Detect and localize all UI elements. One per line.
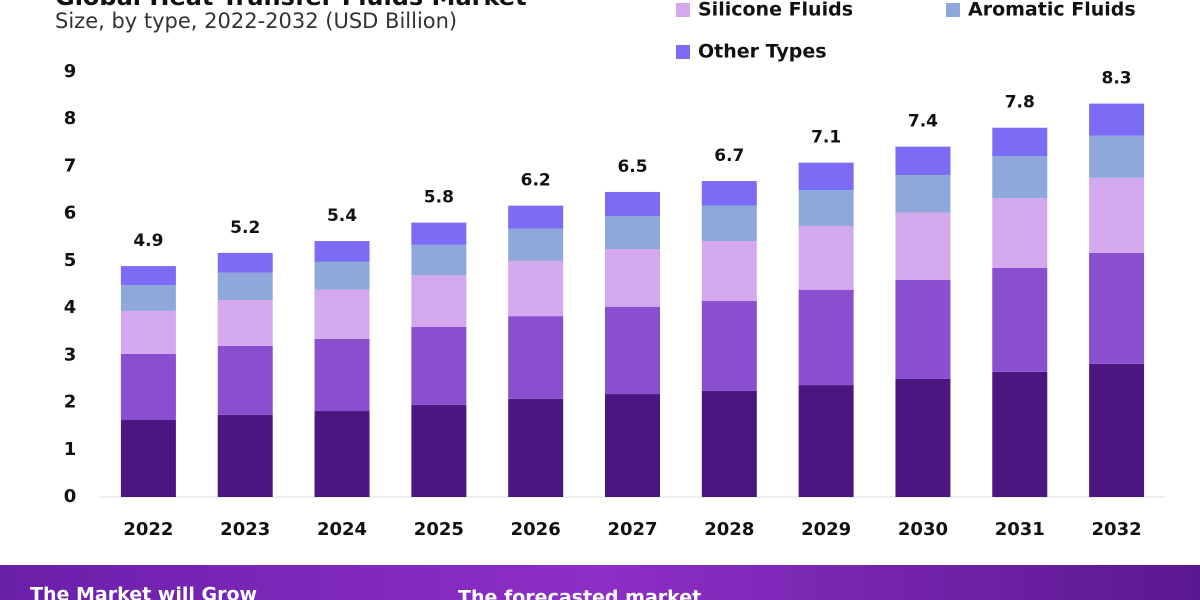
y-tick-label: 2 bbox=[64, 392, 77, 413]
legend-swatch bbox=[676, 45, 690, 59]
banner-text: The Market will Grow bbox=[30, 584, 257, 600]
bar-segment bbox=[217, 252, 273, 273]
y-tick-label: 8 bbox=[64, 108, 77, 129]
bar-segment bbox=[411, 275, 467, 327]
x-tick-label: 2024 bbox=[317, 519, 367, 540]
bar-segment bbox=[1089, 135, 1145, 178]
bar-segment bbox=[120, 353, 176, 421]
bar-segment bbox=[411, 404, 467, 497]
banner bbox=[0, 565, 1200, 600]
bar-segment bbox=[1089, 177, 1145, 253]
bar-segment bbox=[508, 260, 564, 317]
x-tick-label: 2026 bbox=[511, 519, 561, 540]
bar-segment bbox=[798, 225, 854, 290]
bar-segment bbox=[992, 267, 1048, 372]
bar-total-label: 7.8 bbox=[1005, 93, 1035, 113]
legend-swatch bbox=[676, 3, 690, 17]
bar-segment bbox=[411, 244, 467, 276]
bar-segment bbox=[508, 398, 564, 497]
bar-segment bbox=[217, 414, 273, 497]
bar-segment bbox=[314, 261, 370, 290]
chart-subtitle: Size, by type, 2022-2032 (USD Billion) bbox=[55, 9, 457, 33]
bar-segment bbox=[217, 300, 273, 346]
bar-total-label: 5.8 bbox=[424, 188, 454, 208]
bar-segment bbox=[605, 249, 660, 307]
bar-segment bbox=[508, 205, 564, 229]
bar-segment bbox=[895, 212, 951, 280]
bar-segment bbox=[217, 345, 273, 415]
bar-segment bbox=[120, 284, 176, 311]
bar-segment bbox=[895, 146, 951, 175]
y-tick-label: 6 bbox=[64, 203, 77, 224]
legend-swatch bbox=[946, 3, 960, 17]
bar-segment bbox=[992, 371, 1048, 497]
bar-segment bbox=[605, 306, 660, 395]
bar-segment bbox=[798, 190, 854, 226]
bar-total-label: 7.4 bbox=[908, 112, 938, 132]
bar-segment bbox=[701, 241, 757, 302]
y-tick-label: 7 bbox=[64, 155, 77, 176]
y-tick-label: 3 bbox=[64, 344, 77, 365]
x-tick-label: 2025 bbox=[414, 519, 464, 540]
bar-segment bbox=[605, 191, 660, 217]
bar-segment bbox=[701, 390, 757, 497]
bar-total-label: 8.3 bbox=[1102, 69, 1132, 89]
bar-segment bbox=[701, 301, 757, 391]
bar-segment bbox=[314, 411, 370, 497]
x-tick-label: 2022 bbox=[123, 519, 173, 540]
bar-segment bbox=[701, 205, 757, 242]
y-tick-label: 4 bbox=[64, 297, 77, 318]
bar-segment bbox=[314, 338, 370, 412]
bar-total-label: 5.2 bbox=[230, 218, 260, 238]
bar-segment bbox=[992, 198, 1048, 268]
bar-segment bbox=[1089, 252, 1145, 364]
x-tick-label: 2031 bbox=[995, 519, 1045, 540]
x-tick-label: 2023 bbox=[220, 519, 270, 540]
x-tick-label: 2029 bbox=[801, 519, 851, 540]
bar-segment bbox=[411, 222, 467, 245]
y-tick-label: 5 bbox=[64, 250, 77, 271]
banner-text: The forecasted market bbox=[458, 587, 701, 600]
bar-segment bbox=[120, 266, 176, 285]
bar-segment bbox=[895, 378, 951, 497]
bar-total-label: 6.5 bbox=[617, 157, 647, 177]
bar-total-label: 4.9 bbox=[133, 231, 163, 251]
bar-segment bbox=[798, 162, 854, 191]
x-tick-label: 2028 bbox=[704, 519, 754, 540]
bar-segment bbox=[314, 289, 370, 339]
bar-segment bbox=[120, 420, 176, 497]
chart-title: Global Heat Transfer Fluids Market bbox=[55, 0, 527, 11]
bar-segment bbox=[798, 289, 854, 386]
bar-segment bbox=[992, 156, 1048, 199]
bar-segment bbox=[120, 310, 176, 354]
legend-label: Other Types bbox=[698, 41, 827, 63]
legend-label: Aromatic Fluids bbox=[968, 0, 1136, 21]
bar-segment bbox=[605, 216, 660, 250]
bar-segment bbox=[798, 385, 854, 497]
y-tick-label: 1 bbox=[64, 439, 77, 460]
x-tick-label: 2027 bbox=[607, 519, 657, 540]
bar-segment bbox=[895, 174, 951, 213]
bar-segment bbox=[314, 241, 370, 262]
bar-segment bbox=[508, 316, 564, 399]
bar-segment bbox=[1089, 103, 1145, 136]
bar-total-label: 6.7 bbox=[714, 146, 744, 166]
bar-segment bbox=[895, 279, 951, 379]
bar-segment bbox=[217, 272, 273, 301]
bar-segment bbox=[605, 394, 660, 497]
bar-segment bbox=[411, 327, 467, 405]
bar-total-label: 6.2 bbox=[521, 171, 551, 191]
bar-total-label: 7.1 bbox=[811, 128, 841, 148]
y-tick-label: 9 bbox=[64, 61, 77, 82]
legend-label: Silicone Fluids bbox=[698, 0, 853, 21]
x-tick-label: 2030 bbox=[898, 519, 948, 540]
bar-segment bbox=[701, 181, 757, 206]
x-tick-label: 2032 bbox=[1092, 519, 1142, 540]
bar-total-label: 5.4 bbox=[327, 206, 357, 226]
y-tick-label: 0 bbox=[64, 486, 77, 507]
bar-segment bbox=[508, 228, 564, 261]
bar-segment bbox=[1089, 363, 1145, 497]
bar-segment bbox=[992, 127, 1048, 157]
